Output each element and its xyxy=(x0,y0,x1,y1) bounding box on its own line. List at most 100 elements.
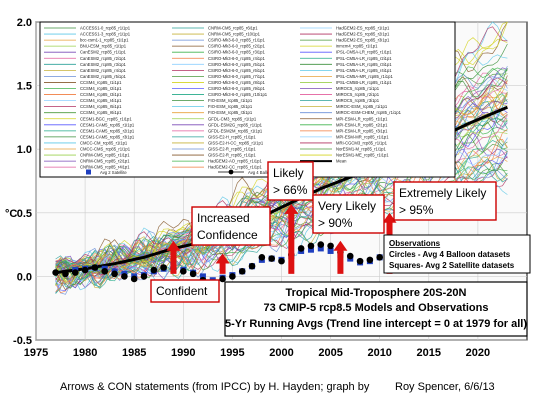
legend-entry: FIO-ESM_rcp85_r1i1p1 xyxy=(208,98,253,103)
balloon-point xyxy=(81,266,89,274)
red-arrow-head xyxy=(215,253,230,264)
balloon-point xyxy=(189,270,197,278)
legend-entry: HadGEM2-CC_rcp85_r1i1p1 xyxy=(208,165,262,170)
satellite-point xyxy=(199,273,206,280)
balloon-point xyxy=(121,273,128,280)
balloon-point xyxy=(219,275,226,283)
balloon-point xyxy=(111,270,118,278)
legend-entry: CCSM4_rcp85_r2i1p1 xyxy=(80,86,122,91)
legend-entry: HadGEM2-AO_rcp85_r1i1p1 xyxy=(208,159,262,164)
legend-swatch-satellite xyxy=(86,169,91,175)
legend-entry: CSIRO-Mk3-6-0_rcp85_r3i1p1 xyxy=(208,50,265,55)
annotation-label: > 66% xyxy=(273,183,308,197)
annotation-box xyxy=(267,161,314,201)
legend-entry: NorESM1-ME_rcp85_r1i1p1 xyxy=(336,153,389,158)
observations-line1: Circles - Avg 4 Balloon datasets xyxy=(389,250,511,259)
title-line1: Tropical Mid-Troposphere 20S-20N xyxy=(286,287,467,299)
annotation-box xyxy=(393,181,497,221)
balloon-point xyxy=(180,268,187,275)
x-tick-label: 2020 xyxy=(466,347,490,359)
legend-entry: MPI-ESM-LR_rcp85_r3i1p1 xyxy=(336,128,388,133)
legend-entry: CESM1-CAM5_rcp85_r1i1p1 xyxy=(80,122,135,127)
legend-entry-satellite: Avg 2 Satellite xyxy=(100,170,127,175)
annotation-label: Likely xyxy=(273,166,304,180)
title-line3: 5-Yr Running Avgs (Trend line intercept … xyxy=(225,318,527,330)
balloon-point xyxy=(278,257,285,265)
legend-entry: HadGEM2-ES_rcp85_r3i1p1 xyxy=(336,38,390,43)
legend-entry: MIROC5_rcp85_r2i1p1 xyxy=(336,92,380,97)
annotation-label: > 90% xyxy=(318,216,353,230)
observations-title: Observations xyxy=(389,239,441,248)
annotation-label: > 95% xyxy=(399,203,434,217)
balloon-point xyxy=(238,268,246,275)
legend-entry: GISS-E2-H-CC_rcp85_r1i1p1 xyxy=(208,140,264,145)
legend-box xyxy=(39,21,456,178)
legend-entry: CSIRO-Mk3-6-0_rcp85_r8i1p1 xyxy=(208,80,265,85)
annotation-box xyxy=(191,206,271,246)
satellite-point xyxy=(317,245,324,252)
balloon-point xyxy=(62,270,69,278)
legend-entry: CNRM-CM5_rcp85_r6i1p1 xyxy=(208,26,258,31)
legend-entry: CanESM2_rcp85_r5i1p1 xyxy=(80,74,127,79)
x-tick-label: 1990 xyxy=(171,347,195,359)
y-tick-label: 1.0 xyxy=(17,144,32,156)
legend-entry: CSIRO-Mk3-6-0_rcp85_r5i1p1 xyxy=(208,62,265,67)
legend-entry: IPSL-CM5B-LR_rcp85_r1i1p1 xyxy=(336,80,392,85)
x-tick-label: 2010 xyxy=(367,347,391,359)
legend-entry: MPI-ESM-LR_rcp85_r1i1p1 xyxy=(336,116,388,121)
legend-entry: MIROC5_rcp85_r3i1p1 xyxy=(336,98,380,103)
annotation-label: Confident xyxy=(156,284,208,298)
caption: Arrows & CON statements (from IPCC) by H… xyxy=(0,375,535,400)
legend-entry: CSIRO-Mk3-6-0_rcp85_r1i1p1 xyxy=(208,38,265,43)
annotation-label: Extremely Likely xyxy=(399,186,486,200)
y-tick-label: 0.0 xyxy=(17,271,32,283)
balloon-point xyxy=(71,269,79,276)
legend-entry: MPI-ESM-MR_rcp85_r1i1p1 xyxy=(336,134,389,139)
x-tick-label: 1995 xyxy=(220,347,244,359)
red-arrow-head xyxy=(166,240,181,251)
annotation-label: Confidence xyxy=(197,228,258,242)
legend-entry: BNU-ESM_rcp85_r1i1p1 xyxy=(80,44,127,49)
legend-entry: HadGEM2-ES_rcp85_r1i1p1 xyxy=(336,26,390,31)
balloon-point xyxy=(130,275,138,283)
legend-entry: CCSM4_rcp85_r3i1p1 xyxy=(80,92,122,97)
legend-entry: CNRM-CM5_rcp85_r1i1p1 xyxy=(80,153,130,158)
balloon-point xyxy=(327,242,334,250)
balloon-point xyxy=(160,264,167,271)
balloon-point xyxy=(101,268,109,275)
red-arrow-shaft xyxy=(288,211,295,274)
model-run-line xyxy=(55,150,508,289)
red-arrow-shaft xyxy=(337,248,344,274)
legend-entry: CSIRO-Mk3-6-0_rcp85_r7i1p1 xyxy=(208,74,265,79)
annotation-box xyxy=(150,279,220,303)
observations-box: Observations Circles - Avg 4 Balloon dat… xyxy=(383,234,531,274)
legend-entry: CCSM4_rcp85_r5i1p1 xyxy=(80,104,122,109)
legend-entry: CCSM4_rcp85_r6i1p1 xyxy=(80,110,122,115)
balloon-point xyxy=(140,273,148,280)
red-arrow-shaft xyxy=(219,261,226,274)
legend-entry: ACCESS1-3_rcp85_r1i1p1 xyxy=(80,32,131,37)
legend-entry: CCSM4_rcp85_r1i1p1 xyxy=(80,80,122,85)
x-tick-label: 2015 xyxy=(417,347,441,359)
red-arrow-head xyxy=(333,240,348,251)
balloon-point xyxy=(307,242,315,250)
legend-entry: IPSL-CM5A-LR_rcp85_r2i1p1 xyxy=(336,56,392,61)
legend-entry: CMCC-CMS_rcp85_r1i1p1 xyxy=(80,147,131,152)
legend-entry: MIROC-ESM-CHEM_rcp85_r1i1p1 xyxy=(336,110,402,115)
balloon-point xyxy=(356,257,364,265)
legend-entry: CMCC-CM_rcp85_r1i1p1 xyxy=(80,140,128,145)
x-tick-label: 1975 xyxy=(24,347,48,359)
legend-entry: CSIRO-Mk3-6-0_rcp85_r6i1p1 xyxy=(208,68,265,73)
legend-swatch-balloon xyxy=(228,169,234,175)
legend-entry: MIROC-ESM_rcp85_r1i1p1 xyxy=(336,104,388,109)
legend-entry: HadGEM2-ES_rcp85_r2i1p1 xyxy=(336,32,390,37)
title-box: Tropical Mid-Troposphere 20S-20N 73 CMIP… xyxy=(224,281,528,337)
caption-left: Arrows & CON statements (from IPCC) by H… xyxy=(60,381,370,393)
title-line2: 73 CMIP-5 rcp8.5 Models and Observations xyxy=(264,302,489,314)
legend-entry: GFDL-CM3_rcp85_r1i1p1 xyxy=(208,116,257,121)
red-arrow-head xyxy=(284,203,299,214)
annotations: Confident Increased Confidence Likely > 66% V… xyxy=(150,161,497,303)
y-axis-label: °C xyxy=(5,208,17,220)
legend-entry: MPI-ESM-LR_rcp85_r2i1p1 xyxy=(336,122,388,127)
legend-entry: FIO-ESM_rcp85_r2i1p1 xyxy=(208,104,253,109)
